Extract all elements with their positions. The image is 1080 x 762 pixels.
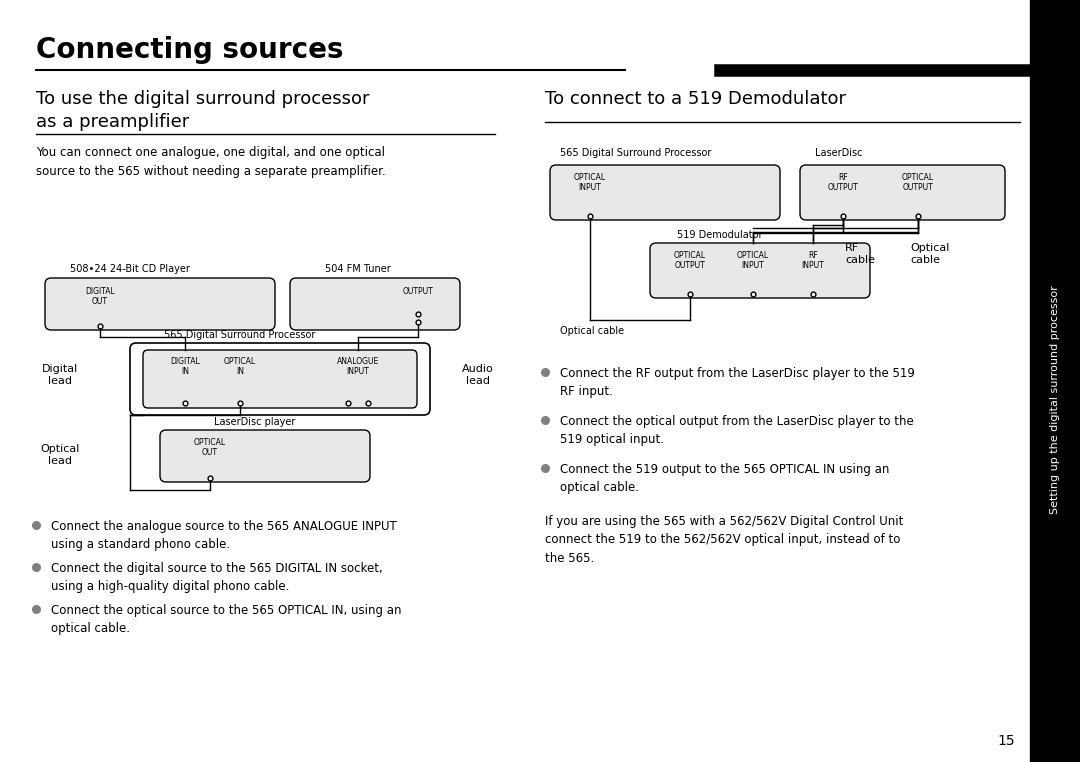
Text: OPTICAL
IN: OPTICAL IN (224, 357, 256, 376)
Text: To connect to a 519 Demodulator: To connect to a 519 Demodulator (545, 90, 846, 108)
Text: OPTICAL
OUTPUT: OPTICAL OUTPUT (674, 251, 706, 271)
Text: To use the digital surround processor
as a preamplifier: To use the digital surround processor as… (36, 90, 369, 131)
Bar (1030, 0, 1080, 762)
Text: LaserDisc player: LaserDisc player (214, 417, 296, 427)
FancyBboxPatch shape (45, 278, 275, 330)
Text: OPTICAL
INPUT: OPTICAL INPUT (573, 173, 606, 192)
Text: Optical cable: Optical cable (561, 326, 624, 336)
Text: Digital
lead: Digital lead (42, 363, 78, 386)
FancyBboxPatch shape (800, 165, 1005, 220)
FancyBboxPatch shape (550, 165, 780, 220)
Text: OPTICAL
INPUT: OPTICAL INPUT (737, 251, 769, 271)
Text: 565 Digital Surround Processor: 565 Digital Surround Processor (164, 330, 315, 340)
Text: OPTICAL
OUTPUT: OPTICAL OUTPUT (902, 173, 934, 192)
Text: DIGITAL
OUT: DIGITAL OUT (85, 287, 114, 306)
Text: 565 Digital Surround Processor: 565 Digital Surround Processor (561, 148, 712, 158)
FancyBboxPatch shape (130, 343, 430, 415)
Text: OPTICAL
OUT: OPTICAL OUT (194, 438, 226, 457)
Text: Connect the 519 output to the 565 OPTICAL IN using an
optical cable.: Connect the 519 output to the 565 OPTICA… (561, 463, 889, 494)
FancyBboxPatch shape (291, 278, 460, 330)
Text: Connect the RF output from the LaserDisc player to the 519
RF input.: Connect the RF output from the LaserDisc… (561, 367, 915, 398)
Text: Optical
lead: Optical lead (40, 443, 80, 466)
Text: RF
cable: RF cable (845, 243, 875, 265)
Text: ANALOGUE
INPUT: ANALOGUE INPUT (337, 357, 379, 376)
Text: Audio
lead: Audio lead (462, 363, 494, 386)
Text: 504 FM Tuner: 504 FM Tuner (325, 264, 391, 274)
Text: 519 Demodulator: 519 Demodulator (677, 230, 762, 240)
Text: 15: 15 (997, 734, 1015, 748)
Text: 508•24 24-Bit CD Player: 508•24 24-Bit CD Player (70, 264, 190, 274)
Text: Connect the analogue source to the 565 ANALOGUE INPUT
using a standard phono cab: Connect the analogue source to the 565 A… (51, 520, 396, 551)
Text: LaserDisc: LaserDisc (815, 148, 863, 158)
Text: RF
INPUT: RF INPUT (801, 251, 824, 271)
FancyBboxPatch shape (143, 350, 417, 408)
Text: Connect the digital source to the 565 DIGITAL IN socket,
using a high-quality di: Connect the digital source to the 565 DI… (51, 562, 382, 593)
Text: You can connect one analogue, one digital, and one optical
source to the 565 wit: You can connect one analogue, one digita… (36, 146, 386, 178)
Text: DIGITAL
IN: DIGITAL IN (171, 357, 200, 376)
FancyBboxPatch shape (650, 243, 870, 298)
Text: RF
OUTPUT: RF OUTPUT (827, 173, 859, 192)
Text: Connecting sources: Connecting sources (36, 36, 343, 64)
Text: OUTPUT: OUTPUT (403, 287, 433, 296)
FancyBboxPatch shape (160, 430, 370, 482)
Text: Connect the optical source to the 565 OPTICAL IN, using an
optical cable.: Connect the optical source to the 565 OP… (51, 604, 402, 635)
Text: Connect the optical output from the LaserDisc player to the
519 optical input.: Connect the optical output from the Lase… (561, 415, 914, 446)
Text: If you are using the 565 with a 562/562V Digital Control Unit
connect the 519 to: If you are using the 565 with a 562/562V… (545, 515, 903, 565)
Text: Optical
cable: Optical cable (910, 243, 949, 265)
Text: Setting up the digital surround processor: Setting up the digital surround processo… (1050, 286, 1059, 514)
